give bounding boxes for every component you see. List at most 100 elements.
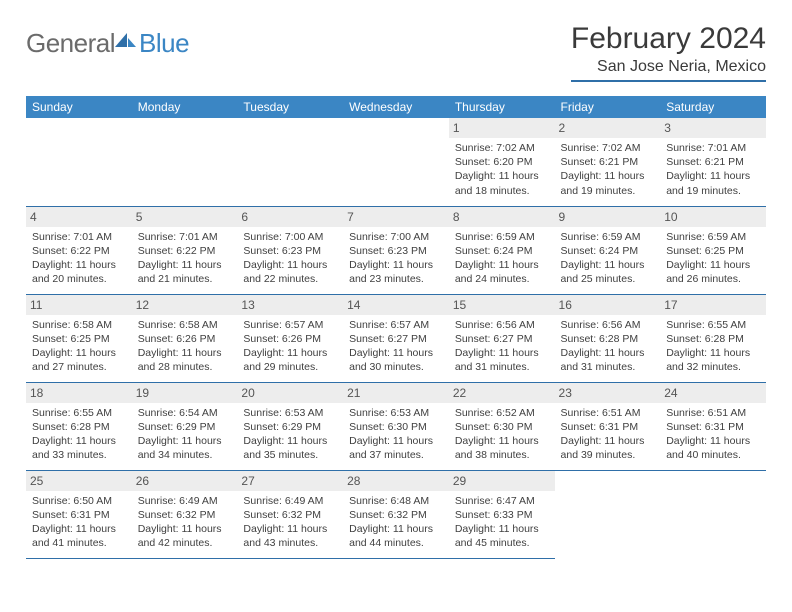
day-cell: 23 Sunrise: 6:51 AMSunset: 6:31 PMDayligh…: [555, 382, 661, 470]
day-detail: Sunrise: 7:01 AMSunset: 6:22 PMDaylight:…: [138, 230, 232, 287]
day-number: 9: [555, 207, 661, 227]
day-detail: Sunrise: 6:58 AMSunset: 6:26 PMDaylight:…: [138, 318, 232, 375]
day-number: 25: [26, 471, 132, 491]
day-number: 12: [132, 295, 238, 315]
weekday-header: Wednesday: [343, 96, 449, 118]
day-cell: 29 Sunrise: 6:47 AMSunset: 6:33 PMDayligh…: [449, 470, 555, 558]
calendar-table: SundayMondayTuesdayWednesdayThursdayFrid…: [26, 96, 766, 559]
logo: General Blue: [26, 28, 189, 59]
day-cell: 8 Sunrise: 6:59 AMSunset: 6:24 PMDaylight…: [449, 206, 555, 294]
day-number: 21: [343, 383, 449, 403]
day-number: 11: [26, 295, 132, 315]
day-detail: Sunrise: 6:55 AMSunset: 6:28 PMDaylight:…: [666, 318, 760, 375]
day-detail: Sunrise: 6:53 AMSunset: 6:30 PMDaylight:…: [349, 406, 443, 463]
day-cell: 28Sunrise: 6:48 AMSunset: 6:32 PMDayligh…: [343, 470, 449, 558]
day-cell: [237, 118, 343, 206]
weekday-header: Sunday: [26, 96, 132, 118]
day-number: 6: [237, 207, 343, 227]
day-detail: Sunrise: 7:00 AMSunset: 6:23 PMDaylight:…: [243, 230, 337, 287]
day-number: 7: [343, 207, 449, 227]
weekday-header: Thursday: [449, 96, 555, 118]
day-number: 2: [555, 118, 661, 138]
day-number: 22: [449, 383, 555, 403]
day-cell: [555, 470, 661, 558]
weekday-header: Monday: [132, 96, 238, 118]
day-cell: 11 Sunrise: 6:58 AMSunset: 6:25 PMDayligh…: [26, 294, 132, 382]
day-cell: 13 Sunrise: 6:57 AMSunset: 6:26 PMDayligh…: [237, 294, 343, 382]
day-detail: Sunrise: 6:59 AMSunset: 6:25 PMDaylight:…: [666, 230, 760, 287]
day-cell: 27Sunrise: 6:49 AMSunset: 6:32 PMDayligh…: [237, 470, 343, 558]
day-number-empty: [343, 118, 449, 138]
day-detail: Sunrise: 7:02 AMSunset: 6:20 PMDaylight:…: [455, 141, 549, 198]
day-number: 26: [132, 471, 238, 491]
calendar-row: 18 Sunrise: 6:55 AMSunset: 6:28 PMDayligh…: [26, 382, 766, 470]
day-detail: Sunrise: 6:53 AMSunset: 6:29 PMDaylight:…: [243, 406, 337, 463]
day-number: 14: [343, 295, 449, 315]
day-cell: 26 Sunrise: 6:49 AMSunset: 6:32 PMDayligh…: [132, 470, 238, 558]
day-cell: 25 Sunrise: 6:50 AMSunset: 6:31 PMDayligh…: [26, 470, 132, 558]
day-number: 8: [449, 207, 555, 227]
day-cell: 21 Sunrise: 6:53 AMSunset: 6:30 PMDayligh…: [343, 382, 449, 470]
day-number: 10: [660, 207, 766, 227]
day-number-empty: [132, 118, 238, 138]
day-cell: 17Sunrise: 6:55 AMSunset: 6:28 PMDayligh…: [660, 294, 766, 382]
day-cell: [660, 470, 766, 558]
day-cell: 24 Sunrise: 6:51 AMSunset: 6:31 PMDayligh…: [660, 382, 766, 470]
day-detail: Sunrise: 6:57 AMSunset: 6:27 PMDaylight:…: [349, 318, 443, 375]
day-number: 3: [660, 118, 766, 138]
day-number: 19: [132, 383, 238, 403]
day-detail: Sunrise: 6:56 AMSunset: 6:27 PMDaylight:…: [455, 318, 549, 375]
day-cell: 18 Sunrise: 6:55 AMSunset: 6:28 PMDayligh…: [26, 382, 132, 470]
day-cell: 10 Sunrise: 6:59 AMSunset: 6:25 PMDayligh…: [660, 206, 766, 294]
day-cell: [26, 118, 132, 206]
logo-sail-icon: [115, 31, 137, 49]
day-cell: [132, 118, 238, 206]
calendar-row: 4Sunrise: 7:01 AMSunset: 6:22 PMDaylight…: [26, 206, 766, 294]
calendar-row: 1 Sunrise: 7:02 AMSunset: 6:20 PMDaylight…: [26, 118, 766, 206]
day-detail: Sunrise: 7:01 AMSunset: 6:21 PMDaylight:…: [666, 141, 760, 198]
day-detail: Sunrise: 6:57 AMSunset: 6:26 PMDaylight:…: [243, 318, 337, 375]
weekday-header: Saturday: [660, 96, 766, 118]
day-detail: Sunrise: 6:56 AMSunset: 6:28 PMDaylight:…: [561, 318, 655, 375]
day-cell: 9 Sunrise: 6:59 AMSunset: 6:24 PMDaylight…: [555, 206, 661, 294]
day-detail: Sunrise: 6:59 AMSunset: 6:24 PMDaylight:…: [561, 230, 655, 287]
day-cell: 20 Sunrise: 6:53 AMSunset: 6:29 PMDayligh…: [237, 382, 343, 470]
day-cell: 12 Sunrise: 6:58 AMSunset: 6:26 PMDayligh…: [132, 294, 238, 382]
day-detail: Sunrise: 6:51 AMSunset: 6:31 PMDaylight:…: [561, 406, 655, 463]
day-number: 1: [449, 118, 555, 138]
day-number-empty: [237, 118, 343, 138]
day-number: 29: [449, 471, 555, 491]
day-detail: Sunrise: 6:55 AMSunset: 6:28 PMDaylight:…: [32, 406, 126, 463]
day-detail: Sunrise: 6:51 AMSunset: 6:31 PMDaylight:…: [666, 406, 760, 463]
day-detail: Sunrise: 6:59 AMSunset: 6:24 PMDaylight:…: [455, 230, 549, 287]
day-number: 20: [237, 383, 343, 403]
day-detail: Sunrise: 7:00 AMSunset: 6:23 PMDaylight:…: [349, 230, 443, 287]
day-number: 23: [555, 383, 661, 403]
day-number-empty: [660, 471, 766, 491]
calendar-body: 1 Sunrise: 7:02 AMSunset: 6:20 PMDaylight…: [26, 118, 766, 558]
day-detail: Sunrise: 6:47 AMSunset: 6:33 PMDaylight:…: [455, 494, 549, 551]
day-detail: Sunrise: 6:49 AMSunset: 6:32 PMDaylight:…: [138, 494, 232, 551]
day-number: 27: [237, 471, 343, 491]
day-cell: 5 Sunrise: 7:01 AMSunset: 6:22 PMDaylight…: [132, 206, 238, 294]
day-number: 28: [343, 471, 449, 491]
day-number: 24: [660, 383, 766, 403]
day-cell: 7 Sunrise: 7:00 AMSunset: 6:23 PMDaylight…: [343, 206, 449, 294]
day-detail: Sunrise: 6:58 AMSunset: 6:25 PMDaylight:…: [32, 318, 126, 375]
day-cell: 19Sunrise: 6:54 AMSunset: 6:29 PMDayligh…: [132, 382, 238, 470]
day-detail: Sunrise: 7:01 AMSunset: 6:22 PMDaylight:…: [32, 230, 126, 287]
day-detail: Sunrise: 6:52 AMSunset: 6:30 PMDaylight:…: [455, 406, 549, 463]
weekday-header: Friday: [555, 96, 661, 118]
day-cell: 4Sunrise: 7:01 AMSunset: 6:22 PMDaylight…: [26, 206, 132, 294]
day-detail: Sunrise: 6:50 AMSunset: 6:31 PMDaylight:…: [32, 494, 126, 551]
day-cell: 6 Sunrise: 7:00 AMSunset: 6:23 PMDaylight…: [237, 206, 343, 294]
header: General Blue February 2024 San Jose Neri…: [26, 22, 766, 82]
logo-text-blue: Blue: [139, 28, 189, 59]
day-number: 5: [132, 207, 238, 227]
day-cell: 1 Sunrise: 7:02 AMSunset: 6:20 PMDaylight…: [449, 118, 555, 206]
day-cell: 22 Sunrise: 6:52 AMSunset: 6:30 PMDayligh…: [449, 382, 555, 470]
day-number-empty: [26, 118, 132, 138]
day-number: 16: [555, 295, 661, 315]
day-number: 18: [26, 383, 132, 403]
day-number: 13: [237, 295, 343, 315]
